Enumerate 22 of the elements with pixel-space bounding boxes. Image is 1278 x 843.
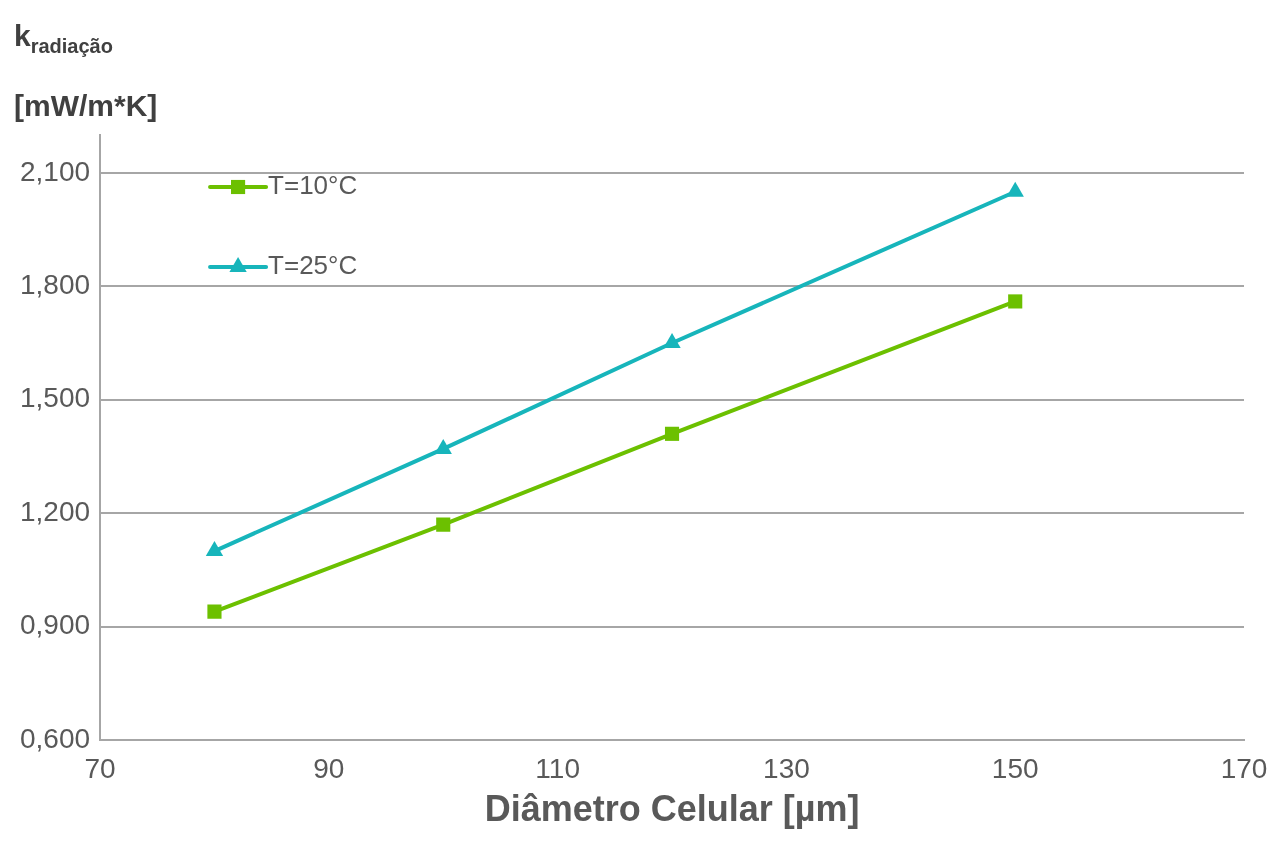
x-tick-label: 90 (313, 752, 345, 784)
y-tick-label: 0,900 (19, 609, 91, 641)
text: k$_{radiação}$ [mW/m*K] (14, 19, 158, 122)
point (664, 426, 680, 441)
point (207, 604, 222, 619)
legend-label: T=10°C (268, 170, 358, 201)
y-tick-label: 2,100 (19, 155, 91, 187)
x-tick-label: 70 (84, 752, 116, 784)
x-axis-title: Diâmetro Celular [µm] (484, 788, 860, 830)
y-tick-label: 1,800 (19, 269, 91, 301)
point (205, 541, 224, 557)
y-tick-label: 0,600 (19, 722, 91, 754)
point (436, 517, 451, 532)
point (1006, 181, 1024, 197)
x-tick-label: 130 (763, 752, 810, 784)
legend-label: T=25°C (268, 250, 358, 281)
y-tick-label: 1,200 (19, 495, 91, 527)
x-tick-label: 150 (991, 752, 1039, 784)
x-tick-label: 110 (535, 752, 580, 784)
point (663, 333, 681, 349)
y-tick-label: 1,500 (19, 382, 91, 414)
x-tick-label: 170 (1220, 752, 1268, 784)
